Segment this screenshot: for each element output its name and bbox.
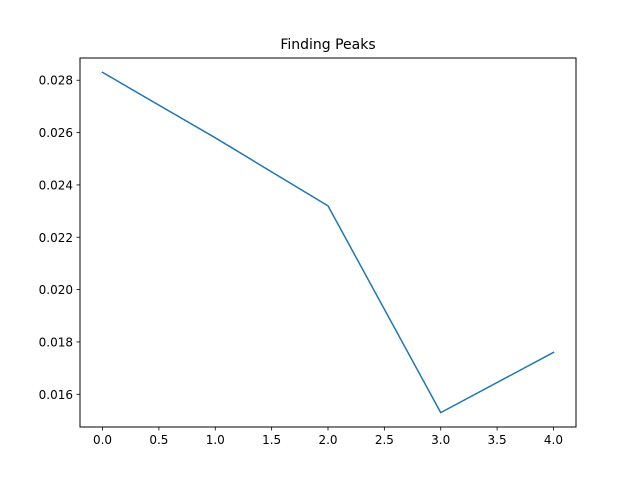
y-axis: 0.016 0.018 0.020 0.022 0.024 0.026 0.028: [39, 74, 80, 402]
x-tick-label: 3.5: [488, 433, 507, 447]
x-tick-label: 4.0: [544, 433, 563, 447]
y-tick-label: 0.024: [39, 178, 73, 192]
y-tick-label: 0.016: [39, 388, 73, 402]
axes-frame: [79, 57, 577, 428]
x-tick-label: 1.5: [262, 433, 281, 447]
chart-title: Finding Peaks: [280, 37, 375, 53]
x-tick-label: 2.0: [318, 433, 337, 447]
y-tick-label: 0.028: [39, 74, 73, 88]
y-tick-label: 0.026: [39, 126, 73, 140]
x-axis: 0.0 0.5 1.0 1.5 2.0 2.5 3.0 3.5 4.0: [93, 427, 563, 447]
y-tick-label: 0.020: [39, 283, 73, 297]
y-tick-label: 0.022: [39, 231, 73, 245]
x-tick-label: 3.0: [431, 433, 450, 447]
x-tick-label: 0.5: [149, 433, 168, 447]
x-tick-label: 1.0: [206, 433, 225, 447]
plot-area: [101, 71, 555, 414]
series-line-0: [101, 71, 555, 414]
y-tick-label: 0.018: [39, 335, 73, 349]
x-tick-label: 0.0: [93, 433, 112, 447]
x-tick-label: 2.5: [375, 433, 394, 447]
